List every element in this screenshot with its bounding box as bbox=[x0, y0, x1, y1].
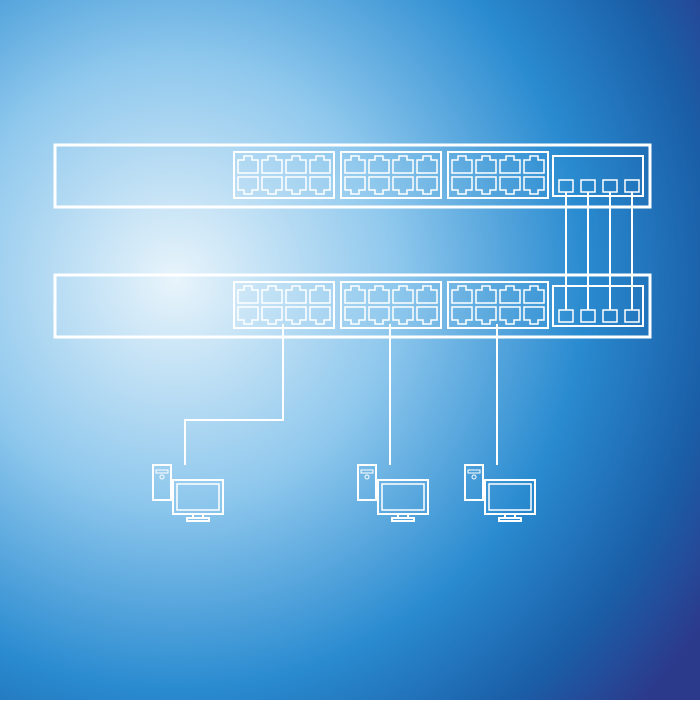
network-diagram bbox=[0, 0, 700, 700]
background bbox=[0, 0, 700, 700]
diagram-svg bbox=[0, 0, 700, 700]
